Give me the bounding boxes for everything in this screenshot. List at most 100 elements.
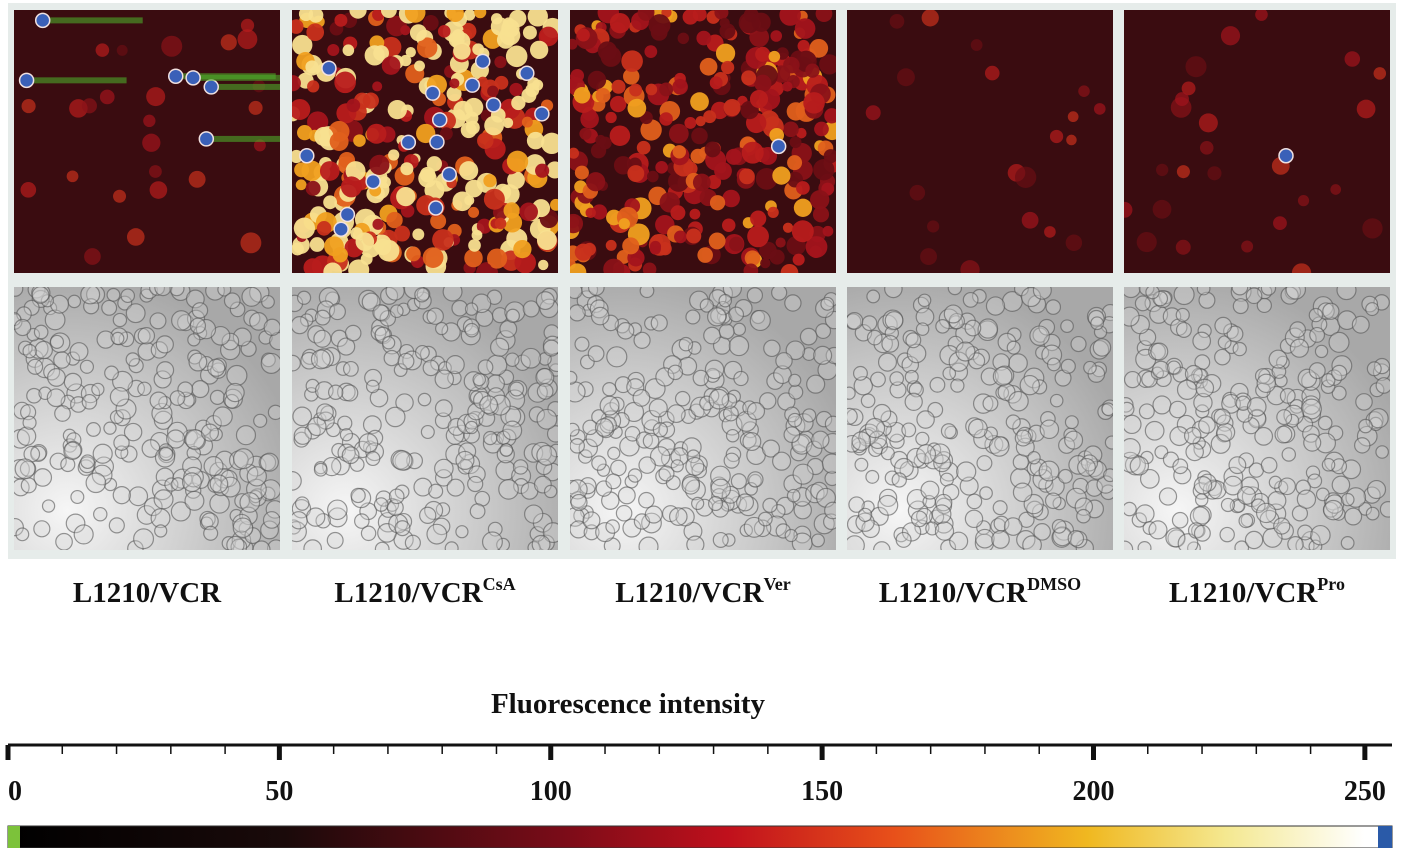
- cell-outline: [1301, 371, 1321, 391]
- cell-outline: [605, 473, 622, 490]
- cell-outline: [1077, 457, 1096, 477]
- cell: [369, 154, 390, 175]
- cell-outline: [344, 324, 362, 342]
- cell: [146, 87, 166, 107]
- cell-outline: [570, 422, 580, 437]
- cell-outline: [447, 370, 462, 386]
- cell-outline: [230, 538, 248, 550]
- cell-outline: [658, 421, 676, 439]
- cell-outline: [328, 303, 346, 321]
- cell-outline: [991, 530, 1010, 549]
- cell: [691, 127, 708, 145]
- cell-outline: [802, 347, 816, 361]
- cell: [297, 124, 313, 141]
- cell: [502, 17, 515, 30]
- cell: [692, 173, 711, 192]
- cell-outline: [170, 287, 191, 302]
- cell-outline: [686, 449, 701, 464]
- panel-label: L1210/VCRVer: [615, 574, 791, 609]
- cell: [446, 86, 462, 102]
- cell-outline: [736, 493, 755, 512]
- cell-outline: [533, 475, 552, 494]
- cell: [609, 125, 631, 146]
- saturated-cell: [321, 60, 337, 76]
- cell-outline: [531, 534, 551, 550]
- cell-outline: [864, 417, 886, 439]
- cell-outline: [1220, 497, 1236, 513]
- cell-outline: [318, 287, 340, 308]
- cell-outline: [435, 321, 449, 336]
- brightfield-panel: [1124, 287, 1390, 550]
- cell-outline: [655, 367, 675, 387]
- cell-outline: [80, 287, 101, 305]
- cell: [709, 76, 723, 90]
- cell: [316, 221, 332, 236]
- cell-outline: [1285, 287, 1307, 300]
- cell: [780, 264, 799, 273]
- cell: [538, 259, 549, 271]
- cell: [21, 99, 36, 114]
- cell-outline: [112, 485, 131, 505]
- cell: [143, 114, 156, 127]
- cell-outline: [1260, 456, 1278, 474]
- cell-outline: [861, 315, 878, 332]
- cell: [637, 10, 655, 21]
- cell-outline: [725, 446, 742, 463]
- cell-outline: [710, 478, 731, 500]
- cell-outline: [207, 358, 226, 377]
- cell-outline: [1237, 485, 1256, 505]
- cell-outline: [442, 287, 463, 302]
- cell-outline: [177, 314, 195, 332]
- cell-outline: [455, 450, 475, 470]
- cell-outline: [1331, 458, 1348, 475]
- label-base: L1210/VCR: [73, 577, 222, 609]
- cell-outline: [988, 436, 1010, 457]
- cell: [240, 232, 262, 254]
- cell-outline: [241, 287, 262, 307]
- cell-outline: [644, 378, 666, 400]
- cell: [642, 262, 657, 273]
- cell-outline: [263, 318, 280, 337]
- cell-outline: [1145, 287, 1160, 300]
- cell-outline: [498, 479, 519, 500]
- cell-outline: [307, 416, 327, 437]
- cell-outline: [310, 349, 331, 370]
- cell: [422, 15, 439, 31]
- cell-outline: [968, 418, 988, 439]
- cell: [303, 258, 323, 273]
- cell-outline: [1216, 422, 1236, 442]
- cell-outline: [292, 521, 307, 543]
- cell-outline: [1226, 325, 1244, 343]
- cell: [502, 117, 514, 129]
- cell: [496, 31, 515, 49]
- cell-outline: [1295, 479, 1311, 495]
- cell: [865, 105, 881, 121]
- cell-outline: [143, 497, 163, 517]
- cell: [1152, 199, 1172, 219]
- cell-outline: [260, 352, 280, 375]
- cell-outline: [252, 540, 271, 550]
- cell-outline: [150, 341, 169, 359]
- cell-outline: [1234, 540, 1250, 550]
- cell-outline: [1254, 368, 1271, 384]
- cell-outline: [14, 287, 24, 297]
- cell-outline: [360, 525, 377, 542]
- cell-outline: [14, 458, 36, 480]
- cell-outline: [187, 333, 201, 347]
- tick-label: 200: [1072, 776, 1114, 807]
- cell-outline: [691, 462, 708, 479]
- cell: [627, 98, 647, 118]
- cell: [377, 239, 400, 262]
- cell-outline: [956, 461, 977, 482]
- saturated-cell: [400, 134, 417, 151]
- saturated-cell: [424, 85, 441, 101]
- cell-outline: [1287, 536, 1304, 550]
- cell: [305, 60, 319, 74]
- cell: [1241, 240, 1254, 253]
- cell: [372, 81, 383, 92]
- cell-outline: [66, 383, 87, 404]
- cell-outline: [441, 322, 461, 342]
- cell-outline: [959, 476, 979, 496]
- cell: [535, 163, 550, 178]
- cell: [1199, 141, 1214, 155]
